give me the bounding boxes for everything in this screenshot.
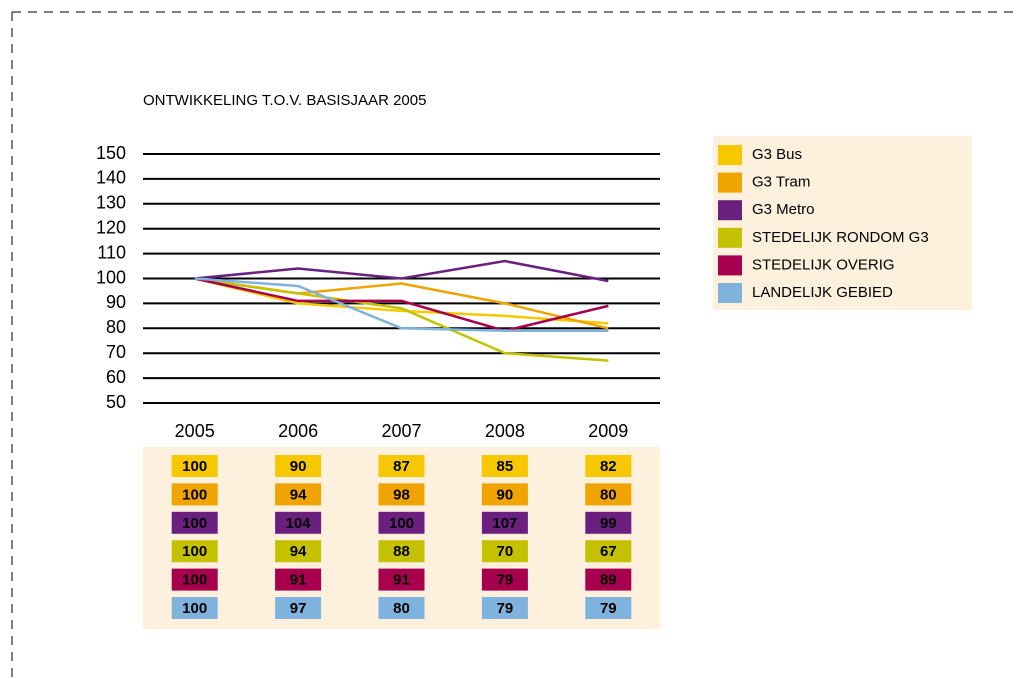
x-tick-label: 2005: [175, 421, 215, 441]
table-cell: [171, 540, 218, 563]
table-cell: [275, 455, 322, 477]
table-cell: [378, 483, 425, 506]
table-cell: [378, 568, 425, 591]
y-tick-label: 90: [106, 292, 126, 312]
table-value: 100: [182, 543, 207, 560]
table-value: 90: [497, 486, 514, 503]
y-tick-label: 140: [96, 168, 126, 188]
table-value: 100: [182, 515, 207, 532]
table-value: 94: [290, 543, 307, 560]
table-value: 98: [393, 486, 410, 503]
table-cell: [585, 483, 632, 506]
table-value: 100: [389, 515, 414, 532]
legend-swatch: [718, 227, 742, 248]
y-tick-label: 100: [96, 267, 126, 287]
table-value: 89: [600, 572, 617, 589]
x-tick-label: 2006: [278, 421, 318, 441]
series-line: [194, 259, 609, 283]
y-tick-label: 120: [96, 217, 126, 237]
table-value: 88: [393, 543, 410, 560]
table-value: 94: [290, 486, 307, 503]
table-cell: [585, 568, 632, 591]
table-cell: [378, 540, 425, 563]
series-line: [194, 277, 609, 325]
table-value: 100: [182, 458, 207, 475]
table-value: 99: [600, 515, 617, 532]
table-cell: [171, 483, 218, 506]
legend-label: LANDELIJK GEBIED: [752, 284, 893, 301]
table-value: 107: [492, 515, 517, 532]
table-value: 91: [290, 572, 307, 589]
legend-label: STEDELIJK RONDOM G3: [752, 229, 929, 246]
table-value: 67: [600, 543, 617, 560]
y-tick-label: 50: [106, 392, 126, 412]
x-tick-label: 2007: [381, 421, 421, 441]
legend-label: STEDELIJK OVERIG: [752, 256, 895, 273]
table-cell: [481, 568, 528, 591]
legend-swatch: [718, 172, 742, 193]
table-value: 85: [497, 458, 514, 475]
table-cell: [585, 540, 632, 563]
table-cell: [171, 568, 218, 591]
table-cell: [481, 455, 528, 477]
y-tick-label: 60: [106, 367, 126, 387]
y-tick-label: 110: [97, 242, 126, 262]
table-value: 100: [182, 600, 207, 617]
table-cell: [378, 455, 425, 477]
table-cell: [275, 511, 322, 534]
table-cell: [275, 597, 322, 619]
legend-label: G3 Tram: [752, 174, 810, 191]
table-cell: [481, 597, 528, 619]
table-value: 100: [182, 486, 207, 503]
table-cell: [585, 455, 632, 477]
table-cell: [481, 540, 528, 563]
table-cell: [171, 511, 218, 534]
table-value: 97: [290, 600, 307, 617]
legend-swatch: [718, 255, 742, 276]
table-value: 79: [497, 572, 514, 589]
y-tick-label: 130: [96, 193, 126, 213]
table-cell: [481, 483, 528, 506]
table-cell: [275, 483, 322, 506]
legend-swatch: [718, 200, 742, 221]
table-value: 80: [600, 486, 617, 503]
y-tick-label: 150: [96, 143, 126, 163]
table-value: 79: [600, 600, 617, 617]
legend-label: G3 Bus: [752, 146, 802, 163]
table-cell: [275, 540, 322, 563]
table-cell: [378, 511, 425, 534]
y-tick-label: 80: [106, 317, 126, 337]
table-cell: [275, 568, 322, 591]
table-value: 80: [393, 600, 410, 617]
series-line: [194, 277, 609, 333]
legend-label: G3 Metro: [752, 201, 815, 218]
table-cell: [171, 597, 218, 619]
y-tick-label: 70: [106, 342, 126, 362]
x-tick-label: 2009: [588, 421, 628, 441]
series-line: [194, 277, 609, 333]
table-value: 104: [286, 515, 312, 532]
table-cell: [585, 597, 632, 619]
series-line: [194, 277, 609, 362]
table-value: 82: [600, 458, 617, 475]
legend-swatch: [718, 283, 742, 303]
table-value: 70: [497, 543, 514, 560]
legend-swatch: [718, 145, 742, 165]
table-value: 87: [393, 458, 410, 475]
table-value: 90: [290, 458, 307, 475]
table-value: 79: [497, 600, 514, 617]
table-cell: [171, 455, 218, 477]
table-cell: [378, 597, 425, 619]
table-cell: [585, 511, 632, 534]
table-value: 91: [393, 572, 410, 589]
legend-background: [713, 136, 972, 310]
chart-title: ONTWIKKELING T.O.V. BASISJAAR 2005: [143, 92, 426, 109]
table-value: 100: [182, 572, 207, 589]
x-tick-label: 2008: [485, 421, 525, 441]
table-cell: [481, 511, 528, 534]
